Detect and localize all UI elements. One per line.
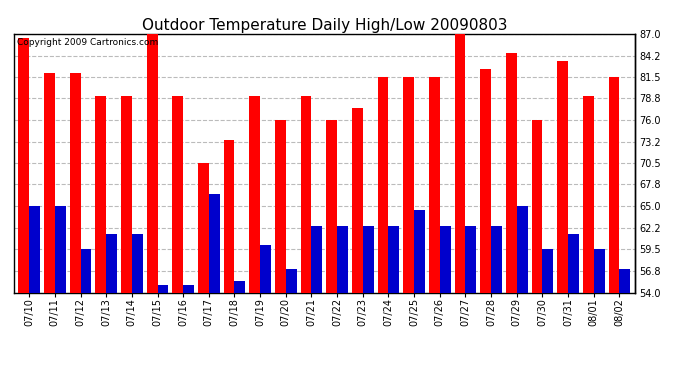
Bar xyxy=(235,281,245,292)
Bar xyxy=(466,226,476,292)
Text: Copyright 2009 Cartronics.com: Copyright 2009 Cartronics.com xyxy=(17,38,158,46)
Bar xyxy=(517,206,528,292)
Bar xyxy=(106,234,117,292)
Bar xyxy=(583,96,593,292)
Bar xyxy=(95,96,106,292)
Bar xyxy=(70,73,81,292)
Bar xyxy=(480,69,491,292)
Bar xyxy=(609,77,620,292)
Bar xyxy=(81,249,91,292)
Title: Outdoor Temperature Daily High/Low 20090803: Outdoor Temperature Daily High/Low 20090… xyxy=(141,18,507,33)
Bar xyxy=(301,96,311,292)
Bar xyxy=(388,226,400,292)
Bar xyxy=(363,226,373,292)
Bar xyxy=(440,226,451,292)
Bar xyxy=(157,285,168,292)
Bar xyxy=(183,285,194,292)
Bar xyxy=(260,246,271,292)
Bar xyxy=(224,140,235,292)
Bar xyxy=(311,226,322,292)
Bar xyxy=(352,108,363,292)
Bar xyxy=(404,77,414,292)
Bar xyxy=(132,234,143,292)
Bar xyxy=(558,61,568,292)
Bar xyxy=(337,226,348,292)
Bar xyxy=(121,96,132,292)
Bar xyxy=(593,249,604,292)
Bar xyxy=(531,120,542,292)
Bar xyxy=(44,73,55,292)
Bar xyxy=(172,96,183,292)
Bar xyxy=(249,96,260,292)
Bar xyxy=(568,234,579,292)
Bar xyxy=(55,206,66,292)
Bar xyxy=(147,30,157,292)
Bar xyxy=(19,38,29,292)
Bar xyxy=(29,206,40,292)
Bar xyxy=(209,195,219,292)
Bar xyxy=(491,226,502,292)
Bar xyxy=(414,210,425,292)
Bar xyxy=(542,249,553,292)
Bar xyxy=(620,269,630,292)
Bar xyxy=(377,77,388,292)
Bar xyxy=(326,120,337,292)
Bar xyxy=(506,53,517,292)
Bar xyxy=(429,77,440,292)
Bar xyxy=(286,269,297,292)
Bar xyxy=(455,34,466,292)
Bar xyxy=(198,163,209,292)
Bar xyxy=(275,120,286,292)
